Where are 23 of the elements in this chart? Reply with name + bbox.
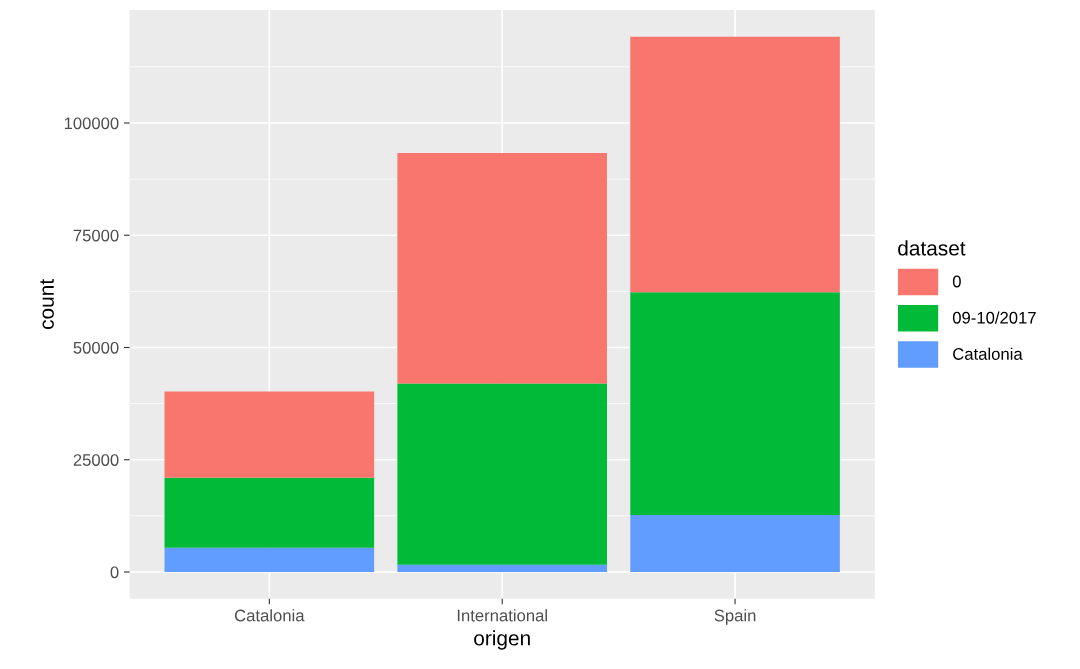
y-tick-label: 100000 [64, 117, 119, 130]
bar [630, 514, 840, 572]
x-tick-label: International [457, 609, 547, 622]
bar [397, 564, 607, 572]
y-tick-label: 75000 [73, 229, 119, 242]
bar [164, 391, 375, 478]
bar [164, 547, 375, 572]
y-tick-label: 0 [110, 566, 119, 579]
y-axis-title: count [40, 279, 54, 329]
x-tick-label: Catalonia [234, 609, 305, 622]
x-axis-title: origen [474, 630, 530, 650]
bar [164, 477, 375, 548]
bar [630, 36, 840, 293]
legend-label: 09-10/2017 [952, 311, 1036, 324]
y-tick-label: 25000 [73, 454, 119, 466]
x-tick-label: Spain [714, 609, 756, 625]
bar [630, 292, 840, 515]
bar [397, 383, 607, 565]
bar [397, 153, 607, 384]
y-tick-label: 50000 [73, 341, 119, 354]
legend-label: 0 [952, 275, 961, 288]
legend-title: dataset [898, 240, 966, 256]
legend-label: Catalonia [953, 347, 1023, 360]
